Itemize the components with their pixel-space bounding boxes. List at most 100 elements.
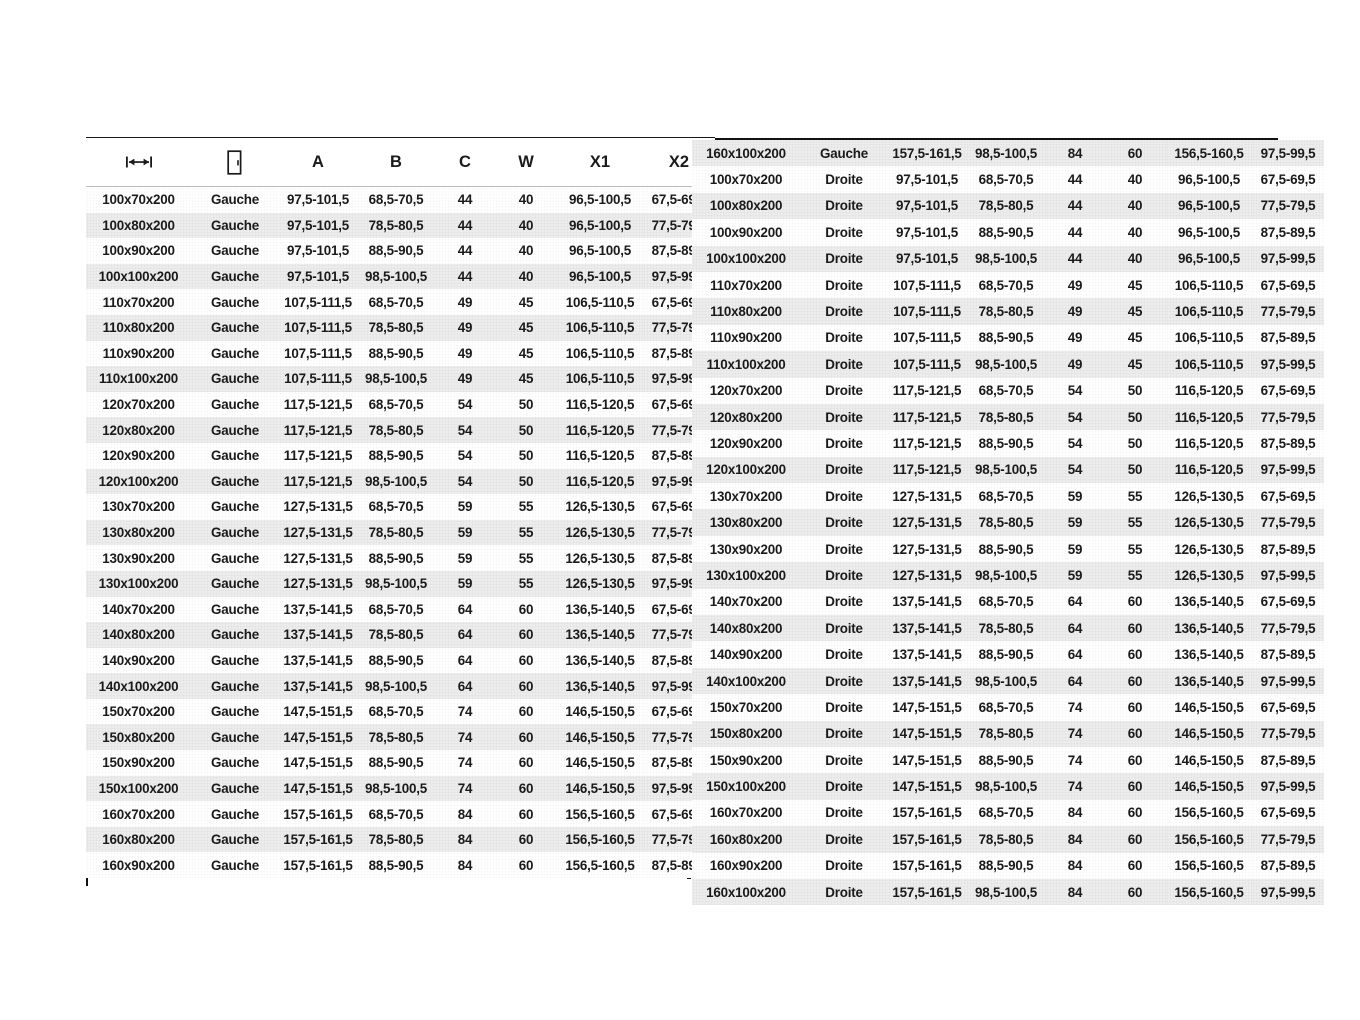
table-row: 160x70x200 Droite 157,5-161,5 68,5-70,5 84 60… [692,799,1324,827]
cell-c: 44 [1046,166,1104,193]
cell-c: 49 [1046,271,1104,299]
cell-a: 147,5-151,5 [888,773,966,800]
table-row: 100x100x200 Droite 97,5-101,5 98,5-100,5 44 4… [692,245,1324,272]
table-row: 150x100x200 Gauche 147,5-151,5 98,5-100,5 74… [86,775,715,802]
cell-size: 130x70x200 [86,494,191,520]
cell-size: 120x80x200 [692,403,800,431]
cell-w: 50 [1104,377,1166,404]
cell-w: 50 [495,468,557,495]
cell-size: 100x100x200 [86,263,191,290]
cell-b: 98,5-100,5 [966,562,1046,589]
cell-w: 40 [1104,219,1166,246]
cell-hand: Gauche [191,494,279,520]
cell-c: 54 [1046,456,1104,484]
cell-size: 140x80x200 [86,622,191,648]
cell-size: 100x80x200 [86,212,191,239]
cell-b: 78,5-80,5 [966,615,1046,642]
cell-b: 68,5-70,5 [357,698,435,725]
cell-b: 68,5-70,5 [357,596,435,623]
cell-size: 160x80x200 [86,826,191,853]
cell-w: 60 [1104,694,1166,721]
cell-x1: 96,5-100,5 [557,263,643,290]
cell-w: 40 [495,186,557,213]
cell-x1: 96,5-100,5 [557,238,643,264]
cell-hand: Gauche [191,801,279,827]
cell-x1: 146,5-150,5 [1166,773,1252,800]
cell-c: 84 [1046,140,1104,167]
cell-x1: 106,5-110,5 [1166,271,1252,299]
table-row: 140x90x200 Gauche 137,5-141,5 88,5-90,5 64 60… [86,647,715,674]
cell-size: 130x90x200 [692,535,800,563]
cell-c: 59 [1046,535,1104,563]
cell-c: 64 [1046,588,1104,616]
cell-w: 60 [1104,588,1166,616]
cell-size: 130x100x200 [692,562,800,589]
cell-c: 49 [435,340,495,367]
cell-size: 140x80x200 [692,615,800,642]
cell-w: 55 [495,570,557,597]
cell-a: 157,5-161,5 [888,826,966,853]
cell-c: 84 [435,852,495,879]
cell-x1: 136,5-140,5 [1166,667,1252,695]
cell-size: 110x90x200 [86,340,191,367]
cell-hand: Gauche [191,775,279,802]
cell-x1: 146,5-150,5 [557,724,643,751]
cell-x1: 126,5-130,5 [557,545,643,571]
cell-b: 88,5-90,5 [966,219,1046,246]
cell-c: 84 [1046,852,1104,879]
table-row: 100x80x200 Droite 97,5-101,5 78,5-80,5 44 40 9… [692,192,1324,220]
cell-hand: Gauche [191,673,279,699]
cell-c: 64 [435,673,495,699]
cell-hand: Droite [800,166,888,193]
cell-a: 97,5-101,5 [279,186,357,213]
cell-c: 74 [1046,720,1104,747]
right-dimension-table-wrapper: 160x100x200 Gauche 157,5-161,5 98,5-100,5 84… [692,140,1324,906]
cell-w: 55 [495,494,557,520]
cell-c: 74 [435,750,495,776]
table-row: 150x80x200 Gauche 147,5-151,5 78,5-80,5 74 60… [86,724,715,751]
cell-c: 44 [435,238,495,264]
cell-b: 68,5-70,5 [357,801,435,827]
table-row: 110x80x200 Gauche 107,5-111,5 78,5-80,5 49 45… [86,314,715,341]
cell-hand: Droite [800,298,888,325]
cell-c: 54 [1046,377,1104,404]
cell-x2: 77,5-79,5 [1252,403,1324,431]
cell-hand: Droite [800,746,888,774]
table-row: 140x100x200 Gauche 137,5-141,5 98,5-100,5 64… [86,673,715,699]
cell-b: 88,5-90,5 [357,238,435,264]
cell-w: 45 [1104,298,1166,325]
cell-a: 127,5-131,5 [888,535,966,563]
cell-size: 140x90x200 [86,647,191,674]
cell-c: 84 [435,801,495,827]
cell-hand: Gauche [191,238,279,264]
cell-size: 100x100x200 [692,245,800,272]
cell-x1: 116,5-120,5 [1166,403,1252,431]
cell-size: 150x80x200 [86,724,191,751]
table-row: 100x90x200 Gauche 97,5-101,5 88,5-90,5 44 40 9… [86,238,715,264]
cell-w: 45 [1104,351,1166,378]
cell-a: 107,5-111,5 [279,314,357,341]
cell-hand: Droite [800,456,888,484]
cell-x1: 136,5-140,5 [1166,615,1252,642]
cell-c: 59 [435,545,495,571]
cell-x2: 97,5-99,5 [1252,878,1324,906]
cell-b: 88,5-90,5 [966,535,1046,563]
cell-c: 64 [435,596,495,623]
cell-hand: Droite [800,773,888,800]
cell-b: 68,5-70,5 [966,588,1046,616]
cell-hand: Gauche [191,698,279,725]
table-row: 140x80x200 Gauche 137,5-141,5 78,5-80,5 64 60… [86,622,715,648]
cell-hand: Gauche [191,596,279,623]
cell-x1: 96,5-100,5 [557,212,643,239]
cell-b: 98,5-100,5 [357,468,435,495]
table-row: 130x80x200 Gauche 127,5-131,5 78,5-80,5 59 55… [86,519,715,546]
table-row: 120x100x200 Droite 117,5-121,5 98,5-100,5 54… [692,456,1324,484]
cell-x2: 97,5-99,5 [1252,351,1324,378]
right-table-top-border [692,138,1278,140]
cell-b: 98,5-100,5 [357,673,435,699]
cell-a: 127,5-131,5 [279,519,357,546]
cell-b: 88,5-90,5 [966,746,1046,774]
cell-hand: Droite [800,192,888,220]
cell-hand: Droite [800,483,888,510]
cell-size: 150x90x200 [86,750,191,776]
